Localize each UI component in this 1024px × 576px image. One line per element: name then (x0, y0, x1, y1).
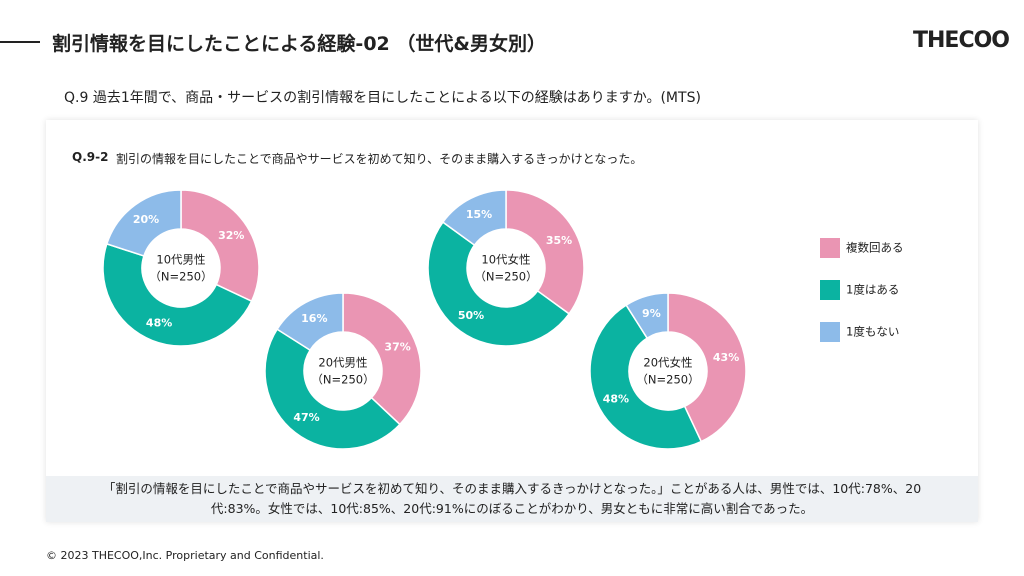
donut-subtitle: （N=250） (474, 270, 537, 284)
donut-subtitle: （N=250） (149, 270, 212, 284)
donut-segment (427, 221, 571, 347)
donut-segment (105, 189, 182, 257)
legend-label: 1度もない (846, 325, 899, 339)
value-label: 48% (603, 393, 629, 406)
donut-segment (180, 189, 260, 303)
panel-text: 割引の情報を目にしたことで商品やサービスを初めて知り、そのまま購入するきっかけと… (116, 152, 643, 166)
legend-swatch (820, 238, 840, 258)
value-label: 15% (466, 208, 492, 221)
logo: THECOO (913, 28, 1010, 53)
donut-segment (441, 189, 507, 247)
legend-swatch (820, 322, 840, 342)
donut-segment (102, 242, 253, 347)
value-label: 9% (642, 307, 661, 320)
donut-title: 20代男性 (318, 356, 367, 370)
summary: 「割引の情報を目にしたことで商品やサービスを初めて知り、そのまま購入するきっかけ… (46, 476, 978, 522)
donut-subtitle: （N=250） (311, 373, 374, 387)
value-label: 20% (133, 213, 159, 226)
donut-title: 10代男性 (156, 253, 205, 267)
value-label: 43% (713, 351, 739, 364)
legend-swatch (820, 280, 840, 300)
donut-segment (505, 189, 585, 315)
value-label: 35% (546, 234, 572, 247)
donut-segment (342, 292, 422, 426)
footer: © 2023 THECOO,Inc. Proprietary and Confi… (46, 549, 324, 562)
value-label: 48% (146, 316, 172, 329)
donut-segment (667, 292, 747, 443)
donut-title: 10代女性 (481, 253, 530, 267)
value-label: 47% (293, 411, 319, 424)
legend-label: 1度はある (846, 283, 899, 297)
donut-subtitle: （N=250） (636, 373, 699, 387)
legend-label: 複数回ある (846, 241, 904, 255)
panel-number: Q.9-2 (72, 150, 109, 164)
value-label: 50% (458, 309, 484, 322)
value-label: 37% (384, 340, 410, 353)
title-rule (0, 41, 40, 43)
donut-segment (625, 292, 669, 340)
donut-title: 20代女性 (643, 356, 692, 370)
donut-segment (264, 328, 401, 450)
donut-segment (276, 292, 344, 352)
value-label: 16% (301, 312, 327, 325)
question: Q.9 過去1年間で、商品・サービスの割引情報を目にしたことによる以下の経験はあ… (64, 90, 701, 106)
value-label: 32% (218, 229, 244, 242)
donut-segment (589, 304, 703, 450)
slide-title: 割引情報を目にしたことによる経験-02 （世代&男女別） (52, 33, 546, 55)
